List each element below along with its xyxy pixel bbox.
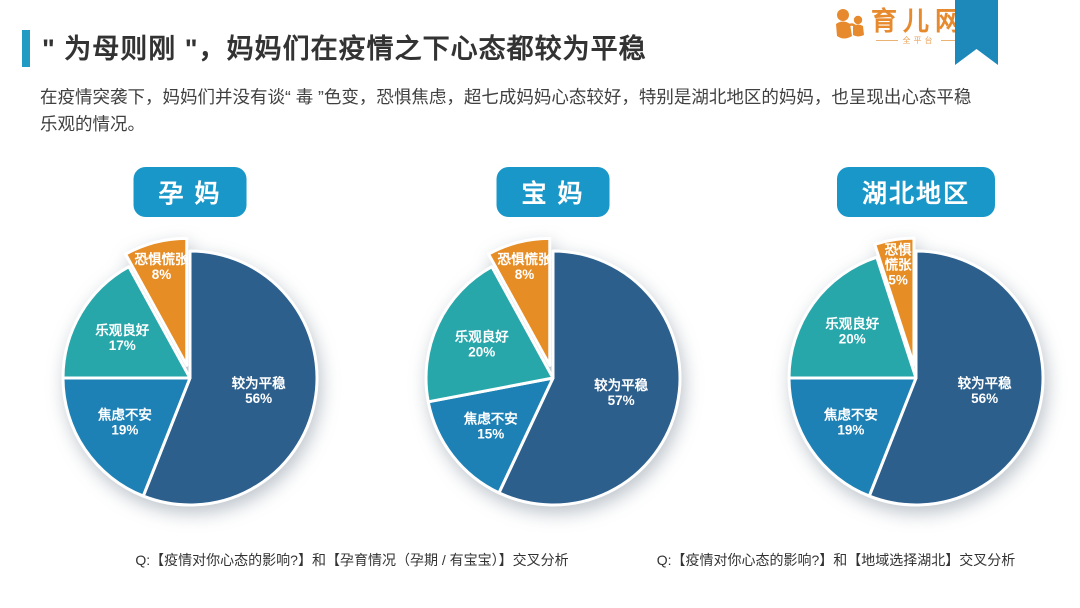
slice-label: 焦虑不安 19%	[823, 406, 878, 437]
slice-label: 恐惧慌张 8%	[498, 251, 552, 282]
slice-label: 较为平稳 56%	[958, 375, 1012, 406]
pie-slice	[873, 236, 916, 367]
caption-cross-analysis-hubei: Q:【疫情对你心态的影响?】和【地域选择湖北】交叉分析	[656, 552, 1016, 568]
chip-baby-moms: 宝 妈	[496, 167, 610, 217]
slice-label: 乐观良好 20%	[825, 316, 879, 347]
pie-slice	[426, 376, 555, 495]
page-title: " 为母则刚 "，妈妈们在疫情之下心态都较为平稳	[42, 34, 647, 64]
pie-slice	[867, 249, 1045, 507]
pie-slice	[487, 236, 552, 367]
pie-chart-hubei-region: 较为平稳 56% 焦虑不安 19% 乐观良好 20% 恐惧慌张 5%	[756, 218, 1076, 538]
bookmark-ribbon-icon	[955, 0, 998, 65]
slice-label: 较为平稳 57%	[594, 377, 648, 408]
pie-slice	[787, 255, 918, 380]
pie-slice	[61, 265, 192, 380]
slice-label: 乐观良好 17%	[95, 322, 149, 353]
chip-hubei-region: 湖北地区	[836, 167, 996, 217]
pie-svg: 较为平稳 56% 焦虑不安 19% 乐观良好 20% 恐惧慌张 5%	[787, 236, 1045, 507]
slice-label: 焦虑不安 15%	[463, 410, 518, 441]
brand-logo: 育儿网 全平台	[833, 6, 968, 46]
slice-label: 乐观良好 20%	[455, 328, 509, 359]
pie-chart-baby-moms: 较为平稳 57% 焦虑不安 15% 乐观良好 20% 恐惧慌张 8%	[393, 218, 713, 538]
pie-slice	[61, 376, 192, 498]
pie-svg: 较为平稳 57% 焦虑不安 15% 乐观良好 20% 恐惧慌张 8%	[424, 236, 682, 507]
logo-subtext: 全平台	[876, 35, 963, 46]
slice-label: 较为平稳 56%	[232, 375, 286, 406]
logo-name: 育儿网	[871, 6, 968, 36]
pie-slice	[141, 249, 319, 507]
slice-label: 恐惧慌张 5%	[885, 242, 912, 287]
pie-slice	[787, 376, 918, 498]
subtitle: 在疫情突袭下，妈妈们并没有谈“ 毒 ”色变，恐惧焦虑，超七成妈妈心态较好，特别是…	[40, 87, 972, 134]
pie-svg: 较为平稳 56% 焦虑不安 19% 乐观良好 17% 恐惧慌张 8%	[61, 236, 319, 507]
chip-pregnant-moms: 孕 妈	[133, 167, 247, 217]
caption-cross-analysis-pregnancy: Q:【疫情对你心态的影响?】和【孕育情况（孕期 / 有宝宝）】交叉分析	[135, 552, 569, 568]
logo-text: 育儿网 全平台	[871, 6, 968, 46]
pie-slice	[424, 265, 555, 404]
pie-slice	[124, 236, 189, 367]
slice-label: 焦虑不安 19%	[97, 406, 152, 437]
pie-slice	[497, 249, 682, 507]
title-accent-bar	[22, 30, 30, 67]
pie-chart-pregnant-moms: 较为平稳 56% 焦虑不安 19% 乐观良好 17% 恐惧慌张 8%	[30, 218, 350, 538]
parent-child-icon	[836, 9, 864, 39]
slice-label: 恐惧慌张 8%	[135, 251, 189, 282]
